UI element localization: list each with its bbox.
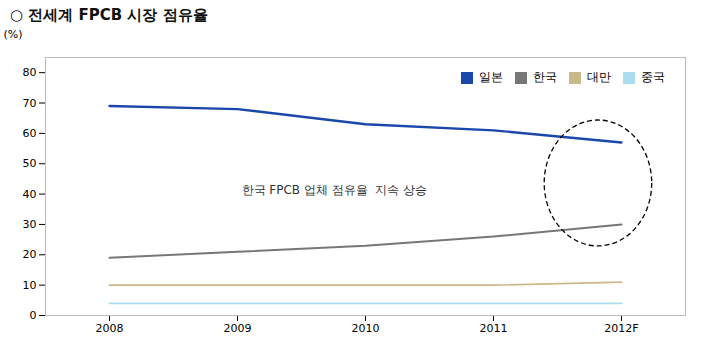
svg-text:40: 40 <box>23 188 37 201</box>
svg-text:2011: 2011 <box>480 322 508 335</box>
svg-text:30: 30 <box>23 218 37 231</box>
html-text:○ 전세계 FPCB 시장 점유율: ○ 전세계 FPCB 시장 점유율 <box>10 6 208 24</box>
svg-text:80: 80 <box>23 66 37 79</box>
svg-text:2010: 2010 <box>352 322 380 335</box>
svg-text:10: 10 <box>23 279 37 292</box>
svg-text:70: 70 <box>23 97 37 110</box>
svg-text:2012F: 2012F <box>604 322 638 335</box>
html-text:한국: 한국 <box>533 70 557 84</box>
html-text:일본: 일본 <box>479 70 503 84</box>
html-text:대만: 대만 <box>587 70 611 84</box>
svg-text:0: 0 <box>30 309 37 322</box>
svg-text:2008: 2008 <box>96 322 124 335</box>
svg-text:60: 60 <box>23 127 37 140</box>
svg-text:2009: 2009 <box>224 322 252 335</box>
svg-text:한국 FPCB 업체 점유율 지속 상승: 한국 FPCB 업체 점유율 지속 상승 <box>242 183 428 197</box>
svg-text:(%): (%) <box>4 28 23 41</box>
svg-text:20: 20 <box>23 248 37 261</box>
html-text:중국: 중국 <box>641 70 665 84</box>
svg-text:50: 50 <box>23 157 37 170</box>
